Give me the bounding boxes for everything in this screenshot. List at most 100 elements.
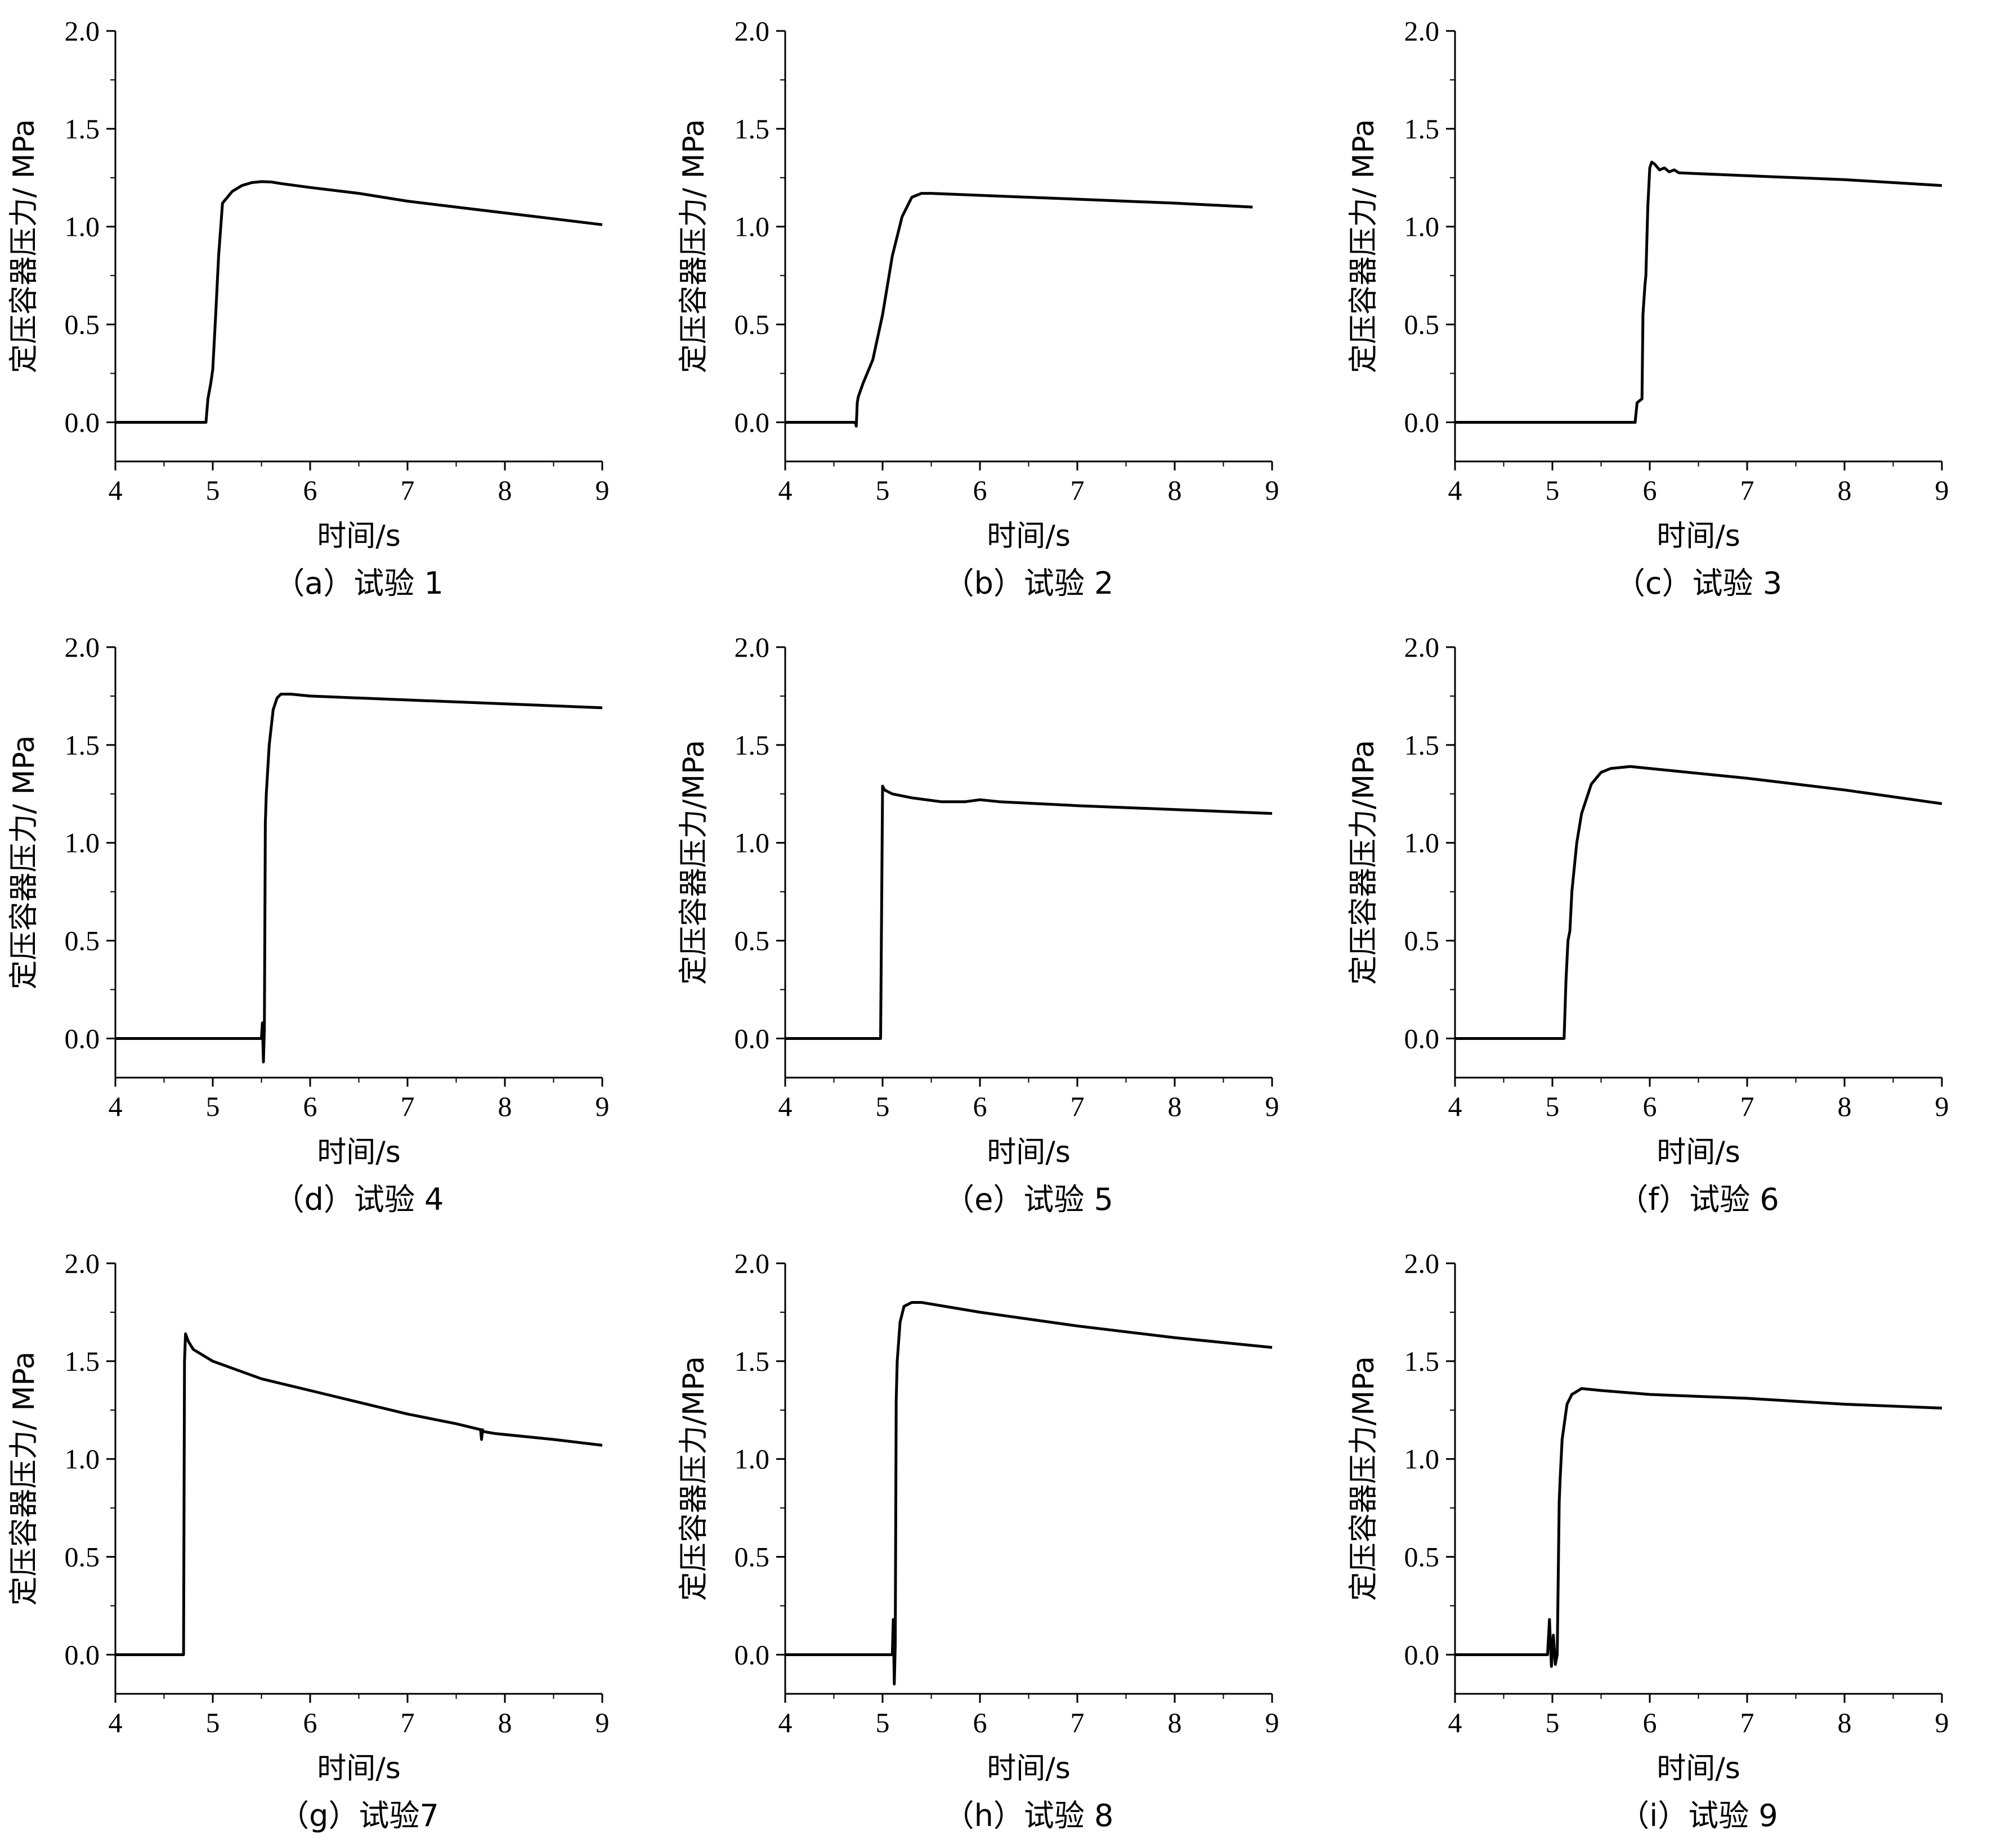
x-tick-label: 6 xyxy=(303,1091,317,1122)
x-axis-title: 时间/s xyxy=(1657,1136,1740,1169)
y-tick-label: 0.5 xyxy=(735,925,770,957)
y-tick-label: 0.0 xyxy=(65,1022,100,1054)
series-line-b-0 xyxy=(785,192,1253,428)
y-tick-label: 0.0 xyxy=(1404,1022,1440,1054)
panel-caption: （c）试验 3 xyxy=(1615,566,1782,601)
y-tick-label: 1.0 xyxy=(735,1443,770,1475)
y-axis-title: 定压容器压力/ MPa xyxy=(1347,119,1381,374)
x-tick-label: 6 xyxy=(303,474,317,506)
x-tick-label: 5 xyxy=(876,1091,890,1122)
x-axis-title: 时间/s xyxy=(987,519,1071,553)
series-line-g-0 xyxy=(115,1332,603,1656)
x-axis-title: 时间/s xyxy=(1657,1752,1740,1786)
x-tick-label: 6 xyxy=(973,1091,987,1122)
x-tick-label: 9 xyxy=(1935,474,1949,506)
x-tick-label: 8 xyxy=(1838,1091,1852,1122)
y-axis-title: 定压容器压力/MPa xyxy=(677,740,711,985)
y-tick-label: 1.0 xyxy=(65,827,100,859)
x-tick-label: 5 xyxy=(206,474,220,506)
x-tick-label: 9 xyxy=(1265,474,1279,506)
x-tick-label: 6 xyxy=(1643,1091,1657,1122)
y-tick-label: 0.0 xyxy=(735,406,770,438)
y-tick-label: 2.0 xyxy=(735,631,770,663)
y-tick-label: 1.0 xyxy=(1404,827,1440,859)
x-tick-label: 6 xyxy=(1643,1707,1657,1738)
x-tick-label: 7 xyxy=(1071,474,1085,506)
y-tick-label: 0.5 xyxy=(735,309,770,340)
chart-panel-a: 4 5 6 7 8 9 0.0 0.5 1.0 1.5 2.0 时间/s 定压容器压力/ MPa （a）试… xyxy=(0,0,670,616)
x-axis-title: 时间/s xyxy=(987,1752,1071,1786)
y-tick-label: 2.0 xyxy=(1404,15,1440,47)
y-tick-label: 1.5 xyxy=(735,113,770,145)
x-tick-label: 7 xyxy=(401,1707,415,1738)
x-tick-label: 4 xyxy=(778,1091,793,1122)
y-tick-label: 0.0 xyxy=(1404,1639,1440,1670)
y-axis-title: 定压容器压力/ MPa xyxy=(677,119,711,374)
y-tick-label: 1.5 xyxy=(65,729,100,761)
y-tick-label: 0.0 xyxy=(65,1639,100,1670)
y-tick-label: 2.0 xyxy=(735,15,770,47)
series-line-i-0 xyxy=(1455,1387,1942,1668)
y-tick-label: 2.0 xyxy=(65,631,100,663)
x-tick-label: 8 xyxy=(498,474,512,506)
y-tick-label: 0.5 xyxy=(65,925,100,957)
chart-svg-b: 4 5 6 7 8 9 0.0 0.5 1.0 1.5 2.0 时间/s 定压容器压力/ MPa （b）试… xyxy=(677,15,1279,601)
y-tick-label: 0.5 xyxy=(735,1541,770,1573)
y-tick-label: 0.0 xyxy=(65,406,100,438)
x-tick-label: 5 xyxy=(876,1707,890,1738)
x-tick-label: 4 xyxy=(109,1707,123,1738)
x-axis-title: 时间/s xyxy=(317,1136,401,1169)
y-tick-label: 1.0 xyxy=(1404,1443,1440,1475)
x-tick-label: 4 xyxy=(109,1091,123,1122)
x-tick-label: 7 xyxy=(1740,474,1754,506)
x-tick-label: 8 xyxy=(498,1091,512,1122)
y-tick-label: 2.0 xyxy=(65,1248,100,1279)
x-tick-label: 4 xyxy=(778,1707,793,1738)
y-tick-label: 0.5 xyxy=(1404,1541,1440,1573)
x-tick-label: 9 xyxy=(596,1091,610,1122)
y-axis-title: 定压容器压力/MPa xyxy=(677,1356,711,1601)
panel-caption: （g）试验7 xyxy=(279,1798,439,1833)
y-axis-title: 定压容器压力/ MPa xyxy=(7,119,41,374)
y-tick-label: 2.0 xyxy=(735,1248,770,1279)
y-tick-label: 0.0 xyxy=(1404,406,1440,438)
chart-svg-c: 4 5 6 7 8 9 0.0 0.5 1.0 1.5 2.0 时间/s 定压容器压力/ MPa （c）试… xyxy=(1347,15,1949,601)
x-tick-label: 8 xyxy=(1168,1091,1182,1122)
x-tick-label: 4 xyxy=(778,474,793,506)
chart-svg-d: 4 5 6 7 8 9 0.0 0.5 1.0 1.5 2.0 时间/s 定压容器压力/ MPa （d）试… xyxy=(7,631,610,1217)
chart-panel-h: 4 5 6 7 8 9 0.0 0.5 1.0 1.5 2.0 时间/s 定压容器压力/MPa （h）试验… xyxy=(670,1232,1340,1848)
x-tick-label: 4 xyxy=(1448,1091,1462,1122)
y-tick-label: 1.0 xyxy=(735,211,770,243)
x-tick-label: 8 xyxy=(1168,474,1182,506)
panel-caption: （b）试验 2 xyxy=(944,566,1114,601)
x-tick-label: 6 xyxy=(973,474,987,506)
y-tick-label: 0.5 xyxy=(1404,309,1440,340)
x-tick-label: 8 xyxy=(1838,474,1852,506)
chart-panel-c: 4 5 6 7 8 9 0.0 0.5 1.0 1.5 2.0 时间/s 定压容器压力/ MPa （c）试… xyxy=(1340,0,2009,616)
x-axis-title: 时间/s xyxy=(987,1136,1071,1169)
chart-panel-i: 4 5 6 7 8 9 0.0 0.5 1.0 1.5 2.0 时间/s 定压容器压力/MPa （i）试验… xyxy=(1340,1232,2009,1848)
chart-panel-b: 4 5 6 7 8 9 0.0 0.5 1.0 1.5 2.0 时间/s 定压容器压力/ MPa （b）试… xyxy=(670,0,1340,616)
x-tick-label: 6 xyxy=(303,1707,317,1738)
x-axis-title: 时间/s xyxy=(1657,519,1740,553)
panel-caption: （e）试验 5 xyxy=(944,1182,1113,1217)
series-line-d-0 xyxy=(115,693,603,1064)
y-axis-title: 定压容器压力/MPa xyxy=(1347,740,1381,985)
y-tick-label: 0.0 xyxy=(735,1639,770,1670)
x-tick-label: 5 xyxy=(206,1091,220,1122)
chart-svg-e: 4 5 6 7 8 9 0.0 0.5 1.0 1.5 2.0 时间/s 定压容器压力/MPa （e）试验… xyxy=(677,631,1279,1217)
x-tick-label: 8 xyxy=(498,1707,512,1738)
series-line-c-0 xyxy=(1455,160,1942,424)
y-tick-label: 1.5 xyxy=(1404,1345,1440,1377)
panel-caption: （h）试验 8 xyxy=(944,1798,1114,1833)
x-tick-label: 7 xyxy=(1740,1091,1754,1122)
y-tick-label: 1.0 xyxy=(735,827,770,859)
x-tick-label: 7 xyxy=(1071,1091,1085,1122)
x-tick-label: 5 xyxy=(1546,1091,1560,1122)
series-line-f-0 xyxy=(1455,765,1942,1040)
x-tick-label: 9 xyxy=(1265,1707,1279,1738)
y-tick-label: 1.5 xyxy=(1404,113,1440,145)
x-tick-label: 5 xyxy=(1546,1707,1560,1738)
chart-panel-e: 4 5 6 7 8 9 0.0 0.5 1.0 1.5 2.0 时间/s 定压容器压力/MPa （e）试验… xyxy=(670,616,1340,1232)
